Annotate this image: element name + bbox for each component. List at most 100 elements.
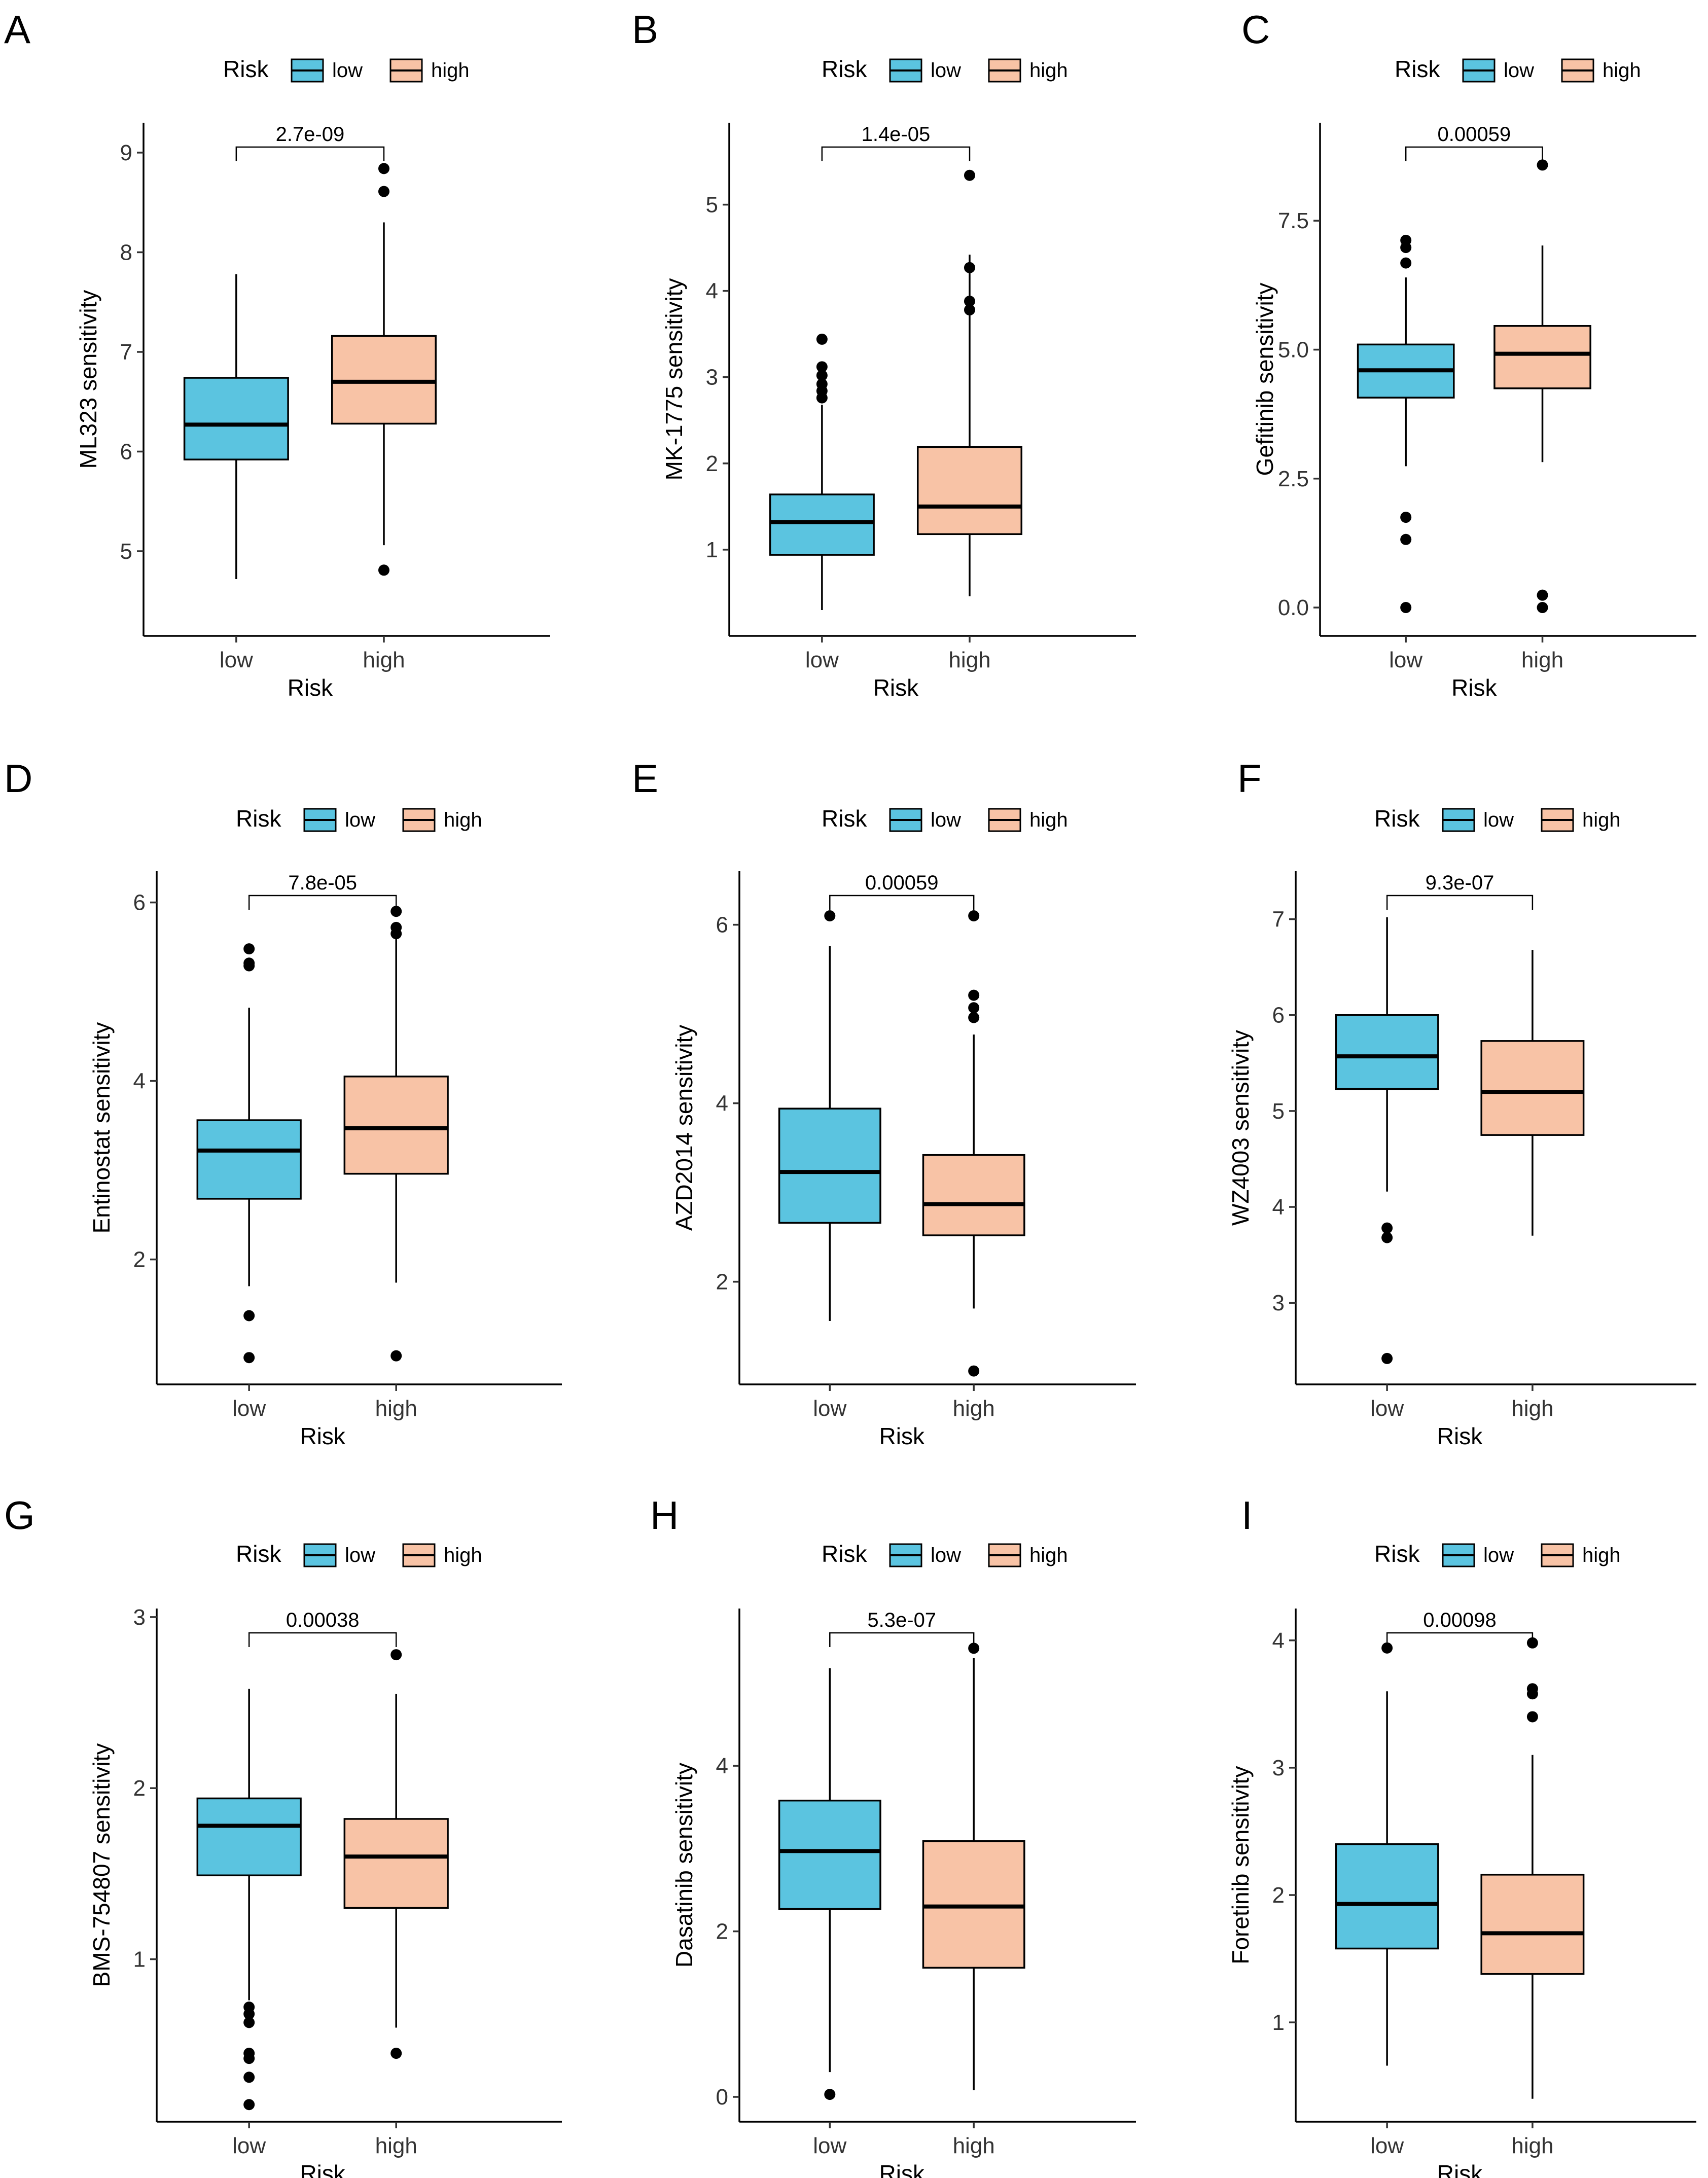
legend-label-low: low [931,59,961,82]
y-tick-label: 7 [1272,907,1285,932]
y-tick-label: 9 [120,140,132,165]
p-value-label: 5.3e-07 [867,1609,936,1631]
box-low [778,910,881,1322]
y-tick-label: 4 [706,279,718,304]
legend-key-low: low [889,808,961,832]
legend: Risk low high [236,1541,482,1567]
legend-label-high: high [431,59,470,82]
outlier-point [968,1012,980,1023]
panel-letter: D [4,756,32,801]
p-value-label: 9.3e-07 [1426,872,1494,894]
box-high-iqr [1480,1040,1585,1136]
outlier-point [816,378,828,390]
legend-key-high: high [389,58,470,83]
legend-title: Risk [236,805,281,832]
x-tick-label-high: high [375,1396,417,1421]
y-tick-label: 3 [706,365,718,390]
outlier-point [243,1310,255,1322]
panel-f: F Risk low high 3 4 5 6 7 low high Risk WZ4003 sensi… [1227,756,1696,1449]
outlier-point [243,2099,255,2111]
y-axis-title: Gefitinib sensitivity [1252,283,1278,476]
y-tick-label: 5.0 [1278,338,1309,363]
y-axis-title: Dasatinib sensitivity [671,1763,697,1968]
legend: Risk low high [1374,805,1621,832]
y-tick-label: 1 [133,1947,146,1972]
legend: Risk low high [822,805,1068,832]
x-axis-title: Risk [1437,2160,1483,2178]
outlier-point [390,2048,402,2059]
p-value-label: 2.7e-09 [276,123,345,146]
x-axis-title: Risk [1437,1423,1483,1449]
y-tick-label: 8 [120,240,132,265]
p-value-label: 1.4e-05 [862,123,931,146]
outlier-point [816,333,828,345]
y-tick-label: 4 [1272,1628,1285,1653]
p-value-label: 7.8e-05 [288,872,357,894]
legend-label-low: low [1504,59,1534,82]
legend-label-low: low [345,809,375,831]
legend-title: Risk [822,56,867,82]
legend-key-low: low [889,58,961,83]
box-low [196,943,302,1364]
y-tick-label: 6 [120,439,132,464]
legend-label-high: high [1582,809,1621,831]
y-axis-title: Foretinib sensitivity [1227,1766,1254,1964]
p-value-label: 0.00098 [1423,1609,1497,1631]
legend-key-high: high [1541,1543,1621,1567]
y-tick-label: 2 [133,1776,146,1801]
y-tick-label: 6 [716,913,728,938]
bracket-line [829,1632,975,1647]
significance-bracket: 0.00059 [829,872,975,910]
y-tick-label: 3 [1272,1756,1285,1780]
legend-key-low: low [1462,58,1534,83]
outlier-point [243,957,255,969]
box-high-iqr [1480,1874,1585,1975]
y-tick-label: 3 [1272,1291,1285,1315]
y-axis-title: Entinostat sensitivity [88,1022,115,1234]
y-tick-label: 2 [1272,1883,1285,1908]
outlier-point [968,1643,980,1654]
x-tick-label-high: high [1511,1396,1553,1421]
outlier-point [243,2001,255,2013]
x-axis-title: Risk [1451,674,1497,701]
y-tick-label: 2 [716,1270,728,1295]
legend-label-low: low [332,59,363,82]
legend-label-low: low [931,809,961,831]
x-tick-label-low: low [1370,2133,1404,2158]
box-low [778,1668,881,2100]
outlier-point [964,304,975,316]
y-tick-label: 4 [1272,1195,1285,1220]
legend-title: Risk [223,56,269,82]
significance-bracket: 2.7e-09 [235,123,385,161]
outlier-point [1381,1352,1393,1364]
panel-letter: F [1237,756,1262,801]
legend-title: Risk [1374,1541,1420,1567]
legend-label-low: low [1483,1544,1514,1566]
x-axis-title: Risk [300,2160,345,2178]
box-low [1357,234,1455,614]
significance-bracket: 1.4e-05 [821,123,971,161]
outlier-point [390,921,402,933]
x-tick-label-low: low [1389,648,1422,672]
y-tick-label: 5 [1272,1099,1285,1124]
outlier-point [1526,1711,1538,1723]
outlier-point [390,1350,402,1362]
y-tick-label: 0.0 [1278,595,1309,620]
bracket-line [1386,1632,1534,1647]
x-tick-label-low: low [805,648,839,672]
x-axis-title: Risk [879,1423,925,1449]
outlier-point [968,1002,980,1014]
x-tick-label-high: high [953,1396,995,1421]
y-tick-label: 5 [120,539,132,564]
panel-h: H Risk low high 0 2 4 low high Risk Dasatinib sens… [650,1493,1136,2178]
legend-key-low: low [303,1543,375,1567]
y-tick-label: 2 [706,451,718,476]
outlier-point [243,943,255,955]
y-axis-title: WZ4003 sensitivity [1227,1030,1254,1226]
bracket-line [235,146,385,161]
x-axis-title: Risk [879,2160,925,2178]
legend-label-high: high [1029,1544,1068,1566]
legend-key-high: high [988,58,1068,83]
outlier-point [968,989,980,1001]
